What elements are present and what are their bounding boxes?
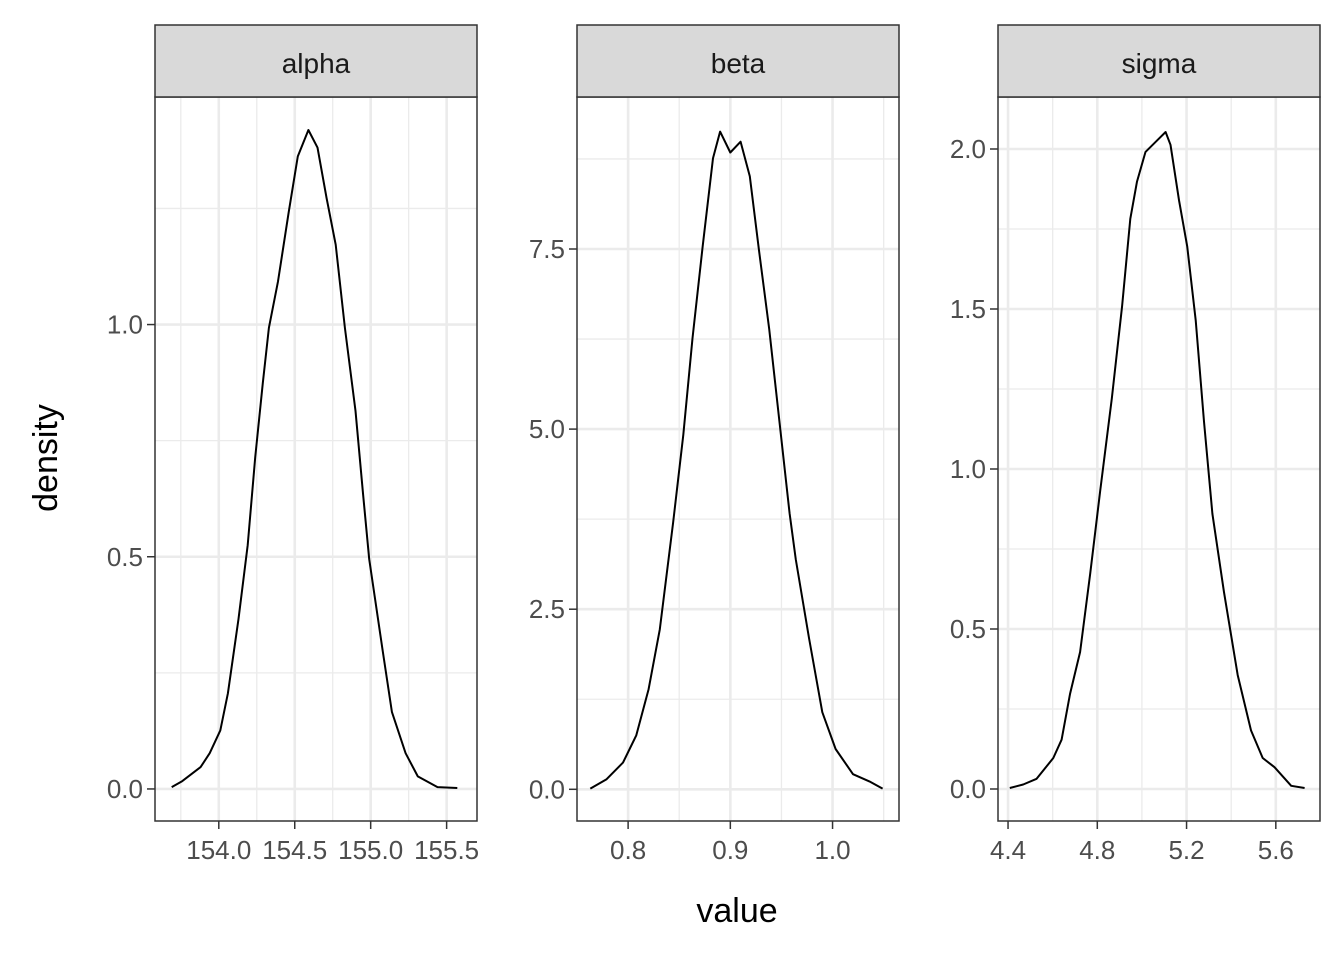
y-tick-label: 0.0 xyxy=(529,774,565,804)
x-tick-label: 4.4 xyxy=(990,835,1026,865)
y-tick-label: 0.0 xyxy=(107,774,143,804)
y-tick-label: 7.5 xyxy=(529,234,565,264)
panel-alpha: alpha 0.0 0.5 1.0 154.0 154.5 155.0 155.5 xyxy=(107,24,479,865)
density-line-sigma xyxy=(1009,131,1305,789)
facet-strip xyxy=(997,24,1321,98)
x-tick-label: 154.0 xyxy=(186,835,251,865)
density-line-alpha xyxy=(171,129,458,789)
panel-background xyxy=(577,97,899,821)
x-tick-label: 5.2 xyxy=(1168,835,1204,865)
x-tick-label: 5.6 xyxy=(1258,835,1294,865)
y-tick-label: 0.5 xyxy=(107,542,143,572)
y-axis-title: density xyxy=(27,404,65,512)
facet-strip xyxy=(576,24,900,98)
x-tick-label: 4.8 xyxy=(1079,835,1115,865)
panel-background xyxy=(998,97,1320,821)
x-tick-label: 0.8 xyxy=(610,835,646,865)
facet-strip xyxy=(154,24,478,98)
y-tick-label: 2.0 xyxy=(950,134,986,164)
facet-label: beta xyxy=(711,48,766,79)
x-axis-title: value xyxy=(696,892,777,930)
y-tick-label: 5.0 xyxy=(529,414,565,444)
x-tick-label: 1.0 xyxy=(814,835,850,865)
density-line-beta xyxy=(589,130,884,790)
panel-sigma: sigma 0.0 0.5 1.0 1.5 2.0 4.4 4.8 5.2 5.6 xyxy=(950,24,1321,865)
panel-background xyxy=(155,97,477,821)
y-tick-label: 1.5 xyxy=(950,294,986,324)
x-tick-label: 155.5 xyxy=(414,835,479,865)
facet-label: alpha xyxy=(282,48,351,79)
x-tick-label: 155.0 xyxy=(338,835,403,865)
x-tick-label: 0.9 xyxy=(712,835,748,865)
y-tick-label: 1.0 xyxy=(950,454,986,484)
x-tick-label: 154.5 xyxy=(262,835,327,865)
facet-label: sigma xyxy=(1122,48,1197,79)
y-tick-label: 0.5 xyxy=(950,614,986,644)
y-tick-label: 2.5 xyxy=(529,594,565,624)
y-tick-label: 0.0 xyxy=(950,774,986,804)
y-tick-label: 1.0 xyxy=(107,310,143,340)
panel-beta: beta 0.0 2.5 5.0 7.5 0.8 0.9 1.0 xyxy=(529,24,900,865)
